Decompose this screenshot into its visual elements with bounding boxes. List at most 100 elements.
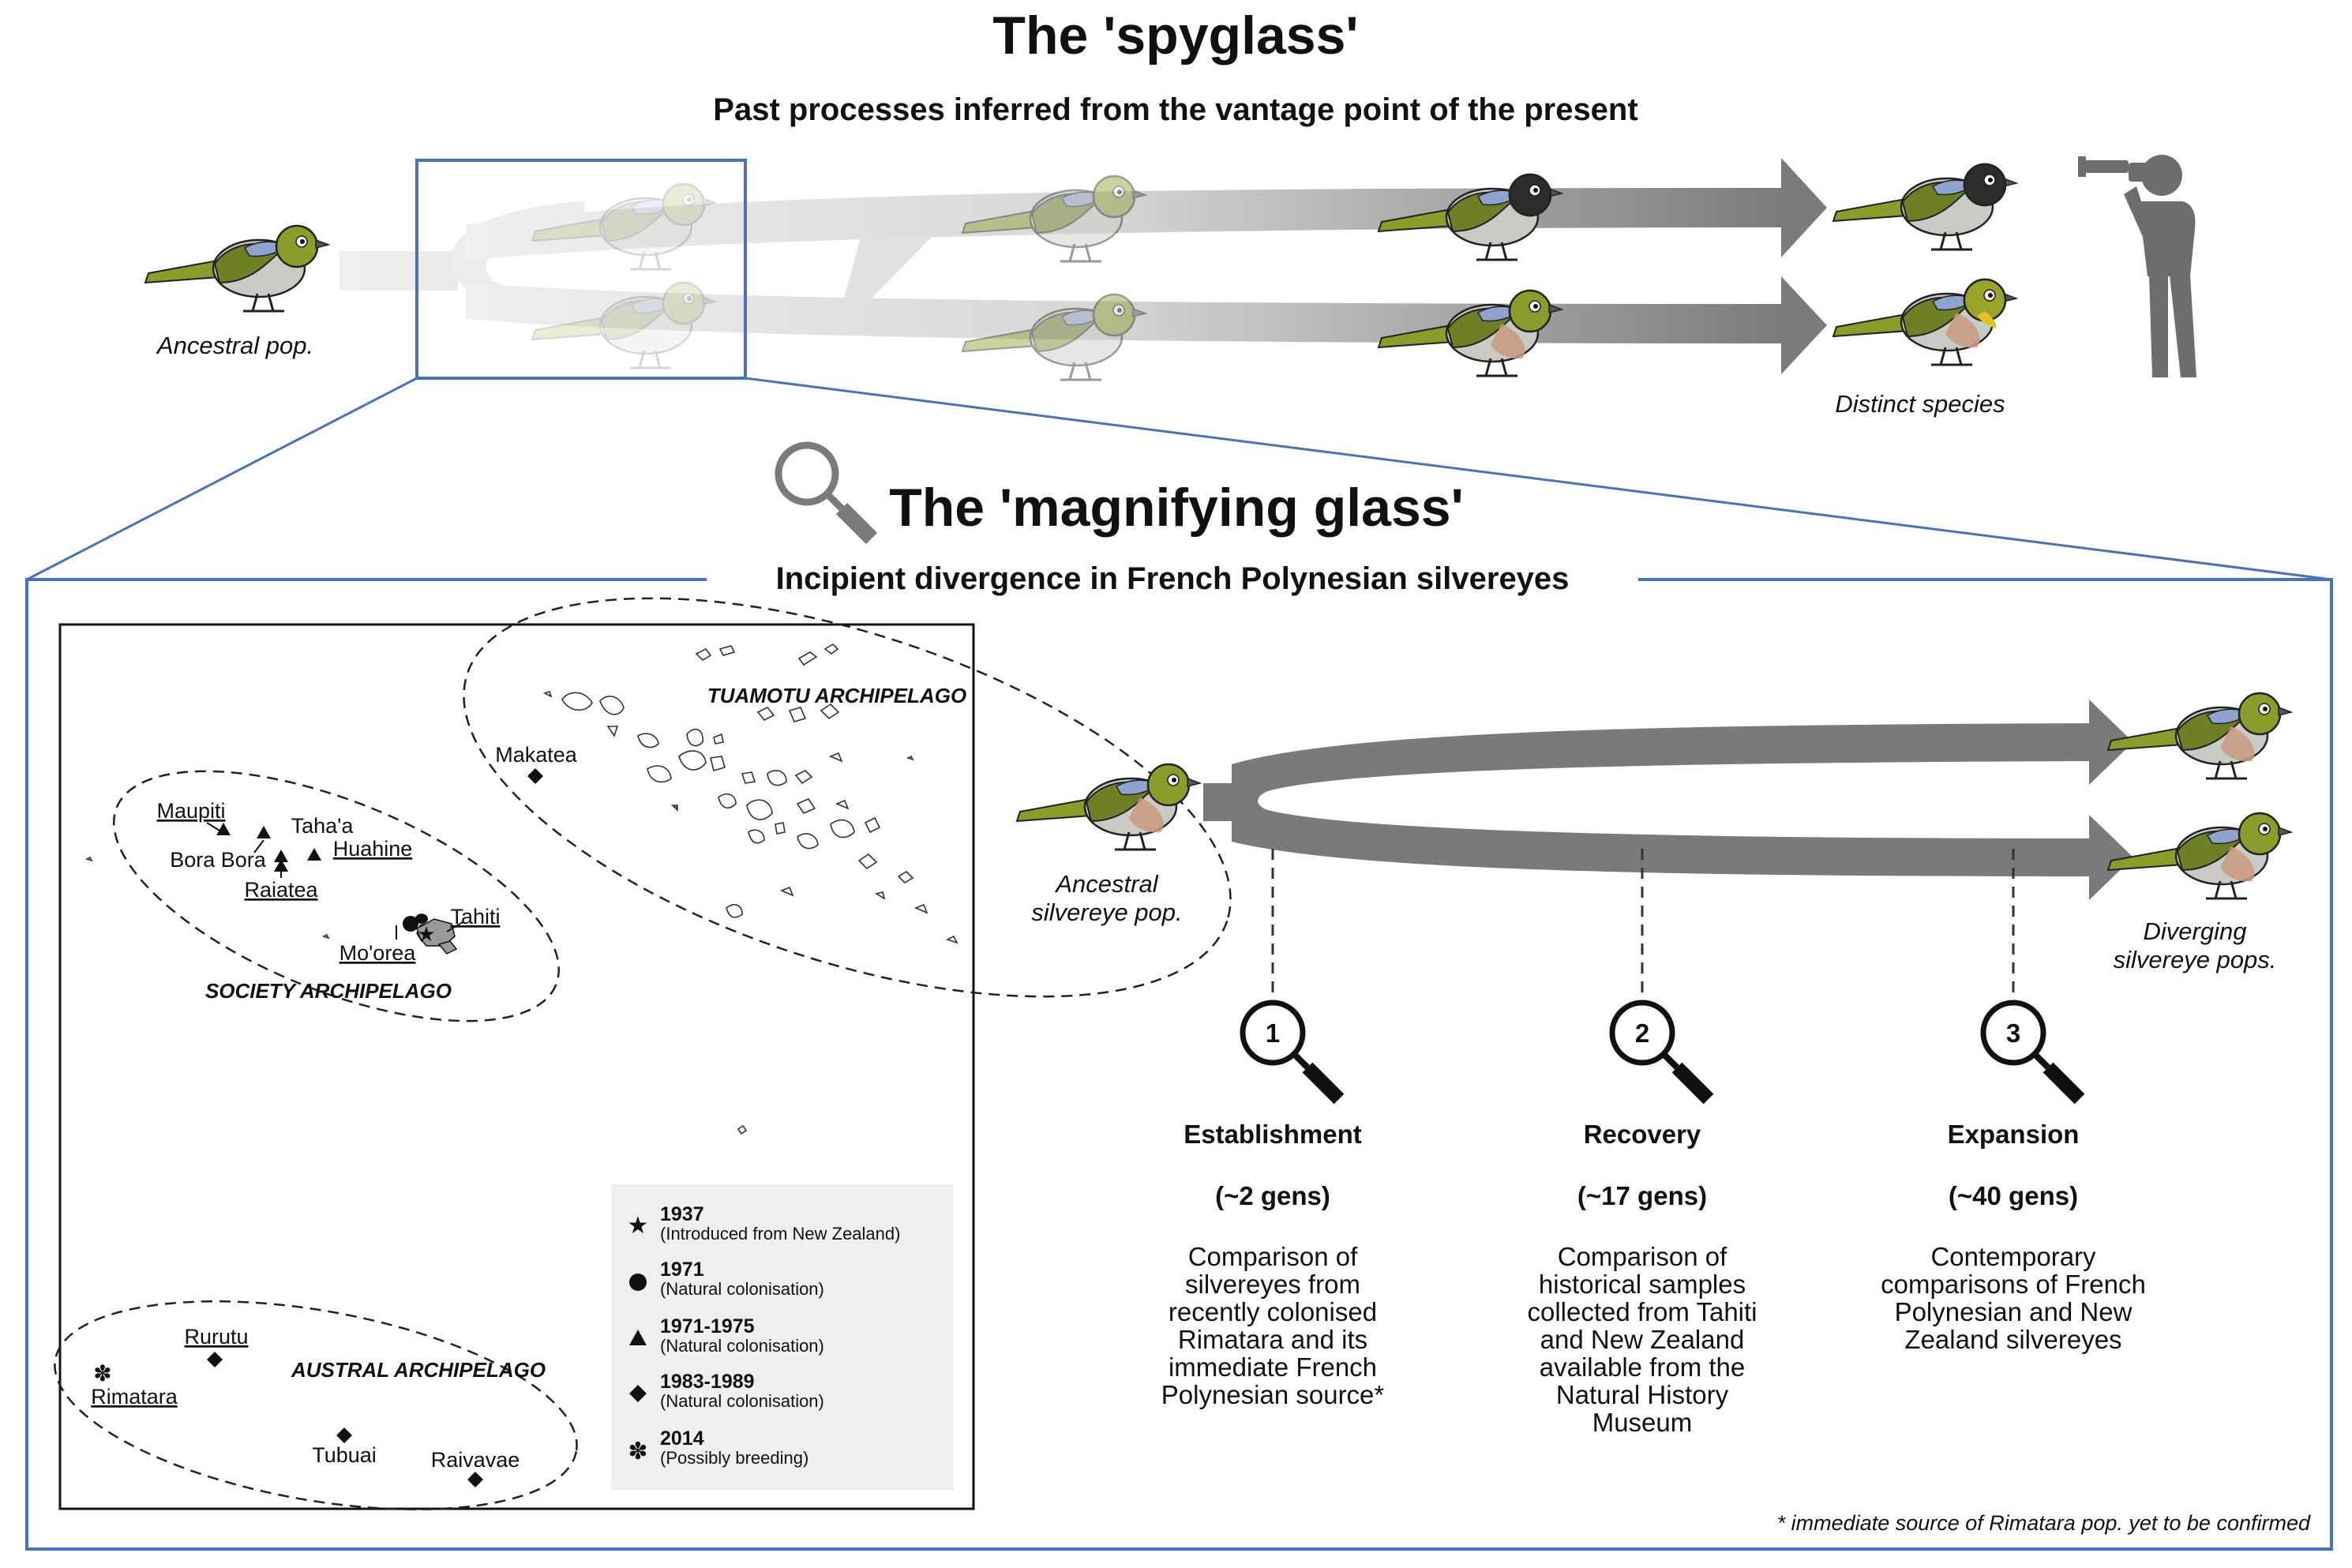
- rurutu-diamond-icon: [207, 1352, 223, 1367]
- stage-generations: (~17 gens): [1577, 1181, 1707, 1210]
- bird-bottom-mid: [1379, 291, 1562, 376]
- bird-top-mid: [1379, 174, 1562, 260]
- legend-circle-icon: [629, 1274, 647, 1291]
- stage-number: 2: [1635, 1018, 1649, 1048]
- legend-note: (Possibly breeding): [660, 1448, 808, 1468]
- island-tubuai: Tubuai: [312, 1443, 377, 1467]
- diverging-label-line2: silvereye pops.: [2114, 946, 2277, 973]
- stage-3: 3 Expansion (~40 gens) Contemporarycomparis…: [1881, 849, 2146, 1354]
- island-tahaa: Taha'a: [291, 814, 354, 838]
- distinct-species-bird-2: [1833, 279, 2016, 365]
- rimatara-asterisk-icon: ✽: [93, 1360, 111, 1386]
- stage-description-line: collected from Tahiti: [1527, 1297, 1757, 1326]
- island-raiatea: Raiatea: [244, 878, 318, 902]
- stage-generations: (~40 gens): [1949, 1181, 2078, 1210]
- bird-faded: [531, 182, 717, 271]
- diverging-label-line1: Diverging: [2144, 917, 2247, 945]
- legend-diamond-icon: [629, 1385, 647, 1402]
- spyglass-zoom-box: [415, 159, 747, 380]
- legend-year: 1971-1975: [660, 1315, 755, 1337]
- maupiti-triangle-icon: [216, 823, 231, 835]
- ancestral-label-line2: silvereye pop.: [1031, 898, 1182, 926]
- tubuai-diamond-icon: [336, 1427, 352, 1443]
- legend-box: [611, 1184, 954, 1490]
- island-borabora: Bora Bora: [170, 848, 267, 872]
- stage-number: 1: [1266, 1018, 1280, 1048]
- legend-year: 1971: [660, 1259, 704, 1281]
- legend-year: 1983-1989: [660, 1371, 755, 1393]
- austral-outline: [54, 1300, 578, 1510]
- stage-description-line: Comparison of: [1558, 1242, 1727, 1271]
- stage-description-line: Rimatara and its: [1178, 1325, 1367, 1354]
- magnifier-icon: [1240, 1000, 1345, 1105]
- stage-description-line: recently colonised: [1168, 1297, 1377, 1326]
- island-huahine: Huahine: [333, 837, 413, 861]
- stage-description-line: silvereyes from: [1185, 1270, 1360, 1299]
- stage-description-line: Polynesian and New: [1895, 1297, 2133, 1326]
- raivavae-diamond-icon: [467, 1472, 483, 1487]
- stage-description-line: historical samples: [1539, 1270, 1746, 1299]
- legend-note: (Introduced from New Zealand): [660, 1224, 900, 1244]
- society-label: SOCIETY ARCHIPELAGO: [205, 979, 452, 1003]
- island-raivavae: Raivavae: [431, 1448, 520, 1472]
- island-rurutu: Rurutu: [184, 1325, 248, 1349]
- stage-generations: (~2 gens): [1215, 1181, 1330, 1210]
- magnifier-frame: [25, 578, 2333, 1551]
- tahiti-star-icon: ★: [417, 923, 435, 947]
- stage-name: Recovery: [1584, 1120, 1701, 1149]
- borabora-triangle-icon: [274, 850, 288, 862]
- stage-description-line: and New Zealand: [1540, 1325, 1745, 1354]
- society-outline: [112, 770, 561, 1022]
- map-legend: ★ 1937 (Introduced from New Zealand) 197…: [611, 1184, 954, 1490]
- makatea-diamond-icon: [527, 768, 543, 784]
- stage-1: 1 Establishment (~2 gens) Comparison ofsilv…: [1161, 849, 1385, 1409]
- tuamotu-label: TUAMOTU ARCHIPELAGO: [707, 684, 966, 707]
- spyglass-subtitle: Past processes inferred from the vantage…: [713, 92, 1637, 127]
- magnifying-glass-icon: [775, 441, 878, 545]
- atoll-outlines: [84, 643, 958, 1135]
- zoom-connector-right: [745, 377, 2332, 581]
- stage-name: Establishment: [1184, 1120, 1362, 1149]
- stage-2: 2 Recovery (~17 gens) Comparison ofhistoric…: [1527, 849, 1757, 1437]
- french-polynesia-map: TUAMOTU ARCHIPELAGO SOCIETY ARCHIPELAGO …: [54, 597, 1232, 1510]
- bird-top-early: [961, 174, 1147, 263]
- legend-year: 2014: [660, 1427, 704, 1450]
- diverging-bird-1: [2108, 693, 2291, 778]
- island-moorea: Mo'orea: [339, 941, 417, 965]
- magnifier-icon: [1609, 1000, 1714, 1105]
- ancestral-silvereye-bird: [1017, 764, 1200, 850]
- island-makatea: Makatea: [495, 743, 578, 767]
- legend-year: 1937: [660, 1203, 704, 1225]
- stage-description-line: immediate French: [1168, 1352, 1377, 1382]
- stage-name: Expansion: [1948, 1120, 2080, 1149]
- moorea-circle-icon: [415, 913, 428, 924]
- stage-description-line: Zealand silvereyes: [1904, 1325, 2121, 1354]
- ancestral-label-line1: Ancestral: [1054, 870, 1158, 898]
- spyglass-right-label: Distinct species: [1835, 390, 2005, 418]
- legend-note: (Natural colonisation): [660, 1336, 824, 1356]
- stage-number: 3: [2006, 1018, 2020, 1048]
- stage-description-line: Natural History: [1556, 1380, 1729, 1409]
- divergence-arrows: [1203, 700, 2133, 900]
- stage-description-line: Museum: [1592, 1408, 1693, 1437]
- ancestral-bird: [144, 224, 330, 313]
- island-rimatara: Rimatara: [91, 1385, 178, 1409]
- legend-star-icon: ★: [628, 1212, 649, 1240]
- spyglass-title: The 'spyglass': [992, 6, 1358, 66]
- huahine-triangle-icon: [307, 848, 321, 861]
- stage-description-line: Polynesian source*: [1161, 1380, 1385, 1409]
- stages: 1 Establishment (~2 gens) Comparison of silv…: [1161, 849, 2146, 1437]
- legend-triangle-icon: [629, 1330, 647, 1345]
- zoom-connector-left: [26, 377, 418, 581]
- stage-description-line: available from the: [1540, 1352, 1745, 1382]
- distinct-species-bird-1: [1833, 164, 2016, 249]
- island-tahiti: Tahiti: [450, 905, 500, 928]
- austral-label: AUSTRAL ARCHIPELAGO: [291, 1358, 546, 1382]
- tahaa-triangle-icon: [257, 826, 271, 838]
- legend-note: (Natural colonisation): [660, 1279, 824, 1299]
- magnifier-icon: [1980, 1000, 2085, 1105]
- magnifier-title: The 'magnifying glass': [889, 478, 1464, 538]
- stage-description-line: Contemporary: [1930, 1242, 2096, 1271]
- legend-asterisk-icon: ✽: [628, 1438, 647, 1465]
